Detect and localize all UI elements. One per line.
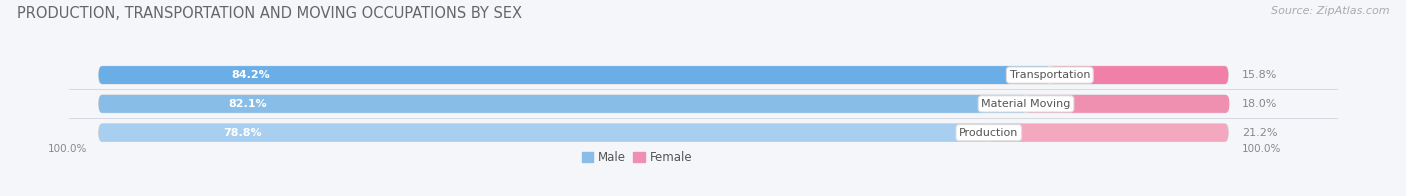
FancyBboxPatch shape (98, 66, 1229, 84)
Text: Transportation: Transportation (1010, 70, 1090, 80)
FancyBboxPatch shape (98, 124, 988, 142)
FancyBboxPatch shape (1050, 66, 1229, 84)
Text: PRODUCTION, TRANSPORTATION AND MOVING OCCUPATIONS BY SEX: PRODUCTION, TRANSPORTATION AND MOVING OC… (17, 6, 522, 21)
FancyBboxPatch shape (1026, 95, 1229, 113)
Text: 100.0%: 100.0% (48, 144, 87, 154)
FancyBboxPatch shape (98, 95, 1026, 113)
Text: 84.2%: 84.2% (232, 70, 270, 80)
Text: 78.8%: 78.8% (224, 128, 262, 138)
FancyBboxPatch shape (98, 124, 1229, 142)
Text: 15.8%: 15.8% (1241, 70, 1277, 80)
Text: 21.2%: 21.2% (1241, 128, 1277, 138)
FancyBboxPatch shape (98, 66, 1050, 84)
FancyBboxPatch shape (988, 124, 1229, 142)
FancyBboxPatch shape (98, 95, 1229, 113)
Text: Production: Production (959, 128, 1018, 138)
Text: 100.0%: 100.0% (1241, 144, 1281, 154)
Text: 18.0%: 18.0% (1241, 99, 1277, 109)
Text: Material Moving: Material Moving (981, 99, 1071, 109)
Text: Source: ZipAtlas.com: Source: ZipAtlas.com (1271, 6, 1389, 16)
Text: 82.1%: 82.1% (229, 99, 267, 109)
Legend: Male, Female: Male, Female (576, 146, 697, 169)
